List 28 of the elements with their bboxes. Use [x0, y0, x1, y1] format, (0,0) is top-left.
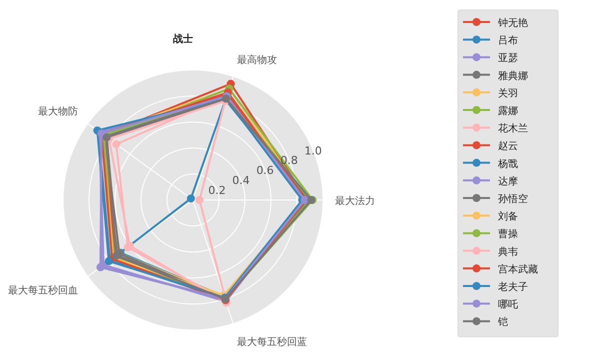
legend-label: 老夫子 [498, 281, 528, 293]
legend-label: 孙悟空 [498, 193, 528, 205]
legend-label: 曹操 [498, 228, 518, 240]
legend-label: 铠 [497, 316, 508, 328]
legend-label: 哪吒 [498, 298, 518, 311]
y-tick-label: 0.4 [232, 174, 250, 188]
spoke-label: 最大每五秒回血 [8, 284, 78, 296]
spoke-label: 最高物攻 [236, 54, 277, 66]
legend-label: 雅典娜 [498, 70, 528, 82]
spoke-label: 最大物防 [38, 106, 78, 118]
legend-label: 钟无艳 [497, 17, 528, 29]
text: 战士 [173, 33, 193, 45]
legend-label: 宫本武藏 [498, 263, 538, 276]
legend-label: 赵云 [498, 140, 518, 152]
y-tick-label: 1.0 [304, 144, 322, 158]
y-tick-label: 0.2 [208, 184, 226, 198]
legend-label: 达摩 [498, 175, 518, 188]
legend-label: 典韦 [498, 246, 518, 258]
legend-label: 露娜 [498, 105, 518, 117]
legend-label: 亚瑟 [498, 53, 518, 64]
spoke-label: 最大每五秒回蓝 [236, 336, 307, 348]
legend-label: 花木兰 [498, 122, 528, 135]
legend-label: 刘备 [498, 210, 518, 223]
y-tick-label: 0.6 [256, 164, 274, 178]
legend-label: 杨戬 [497, 158, 518, 170]
spoke-label: 最大法力 [335, 195, 375, 207]
legend-label: 吕布 [498, 34, 518, 47]
legend-label: 关羽 [498, 87, 518, 100]
